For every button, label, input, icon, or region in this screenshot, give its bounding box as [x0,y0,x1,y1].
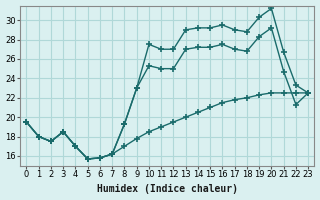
X-axis label: Humidex (Indice chaleur): Humidex (Indice chaleur) [97,184,238,194]
